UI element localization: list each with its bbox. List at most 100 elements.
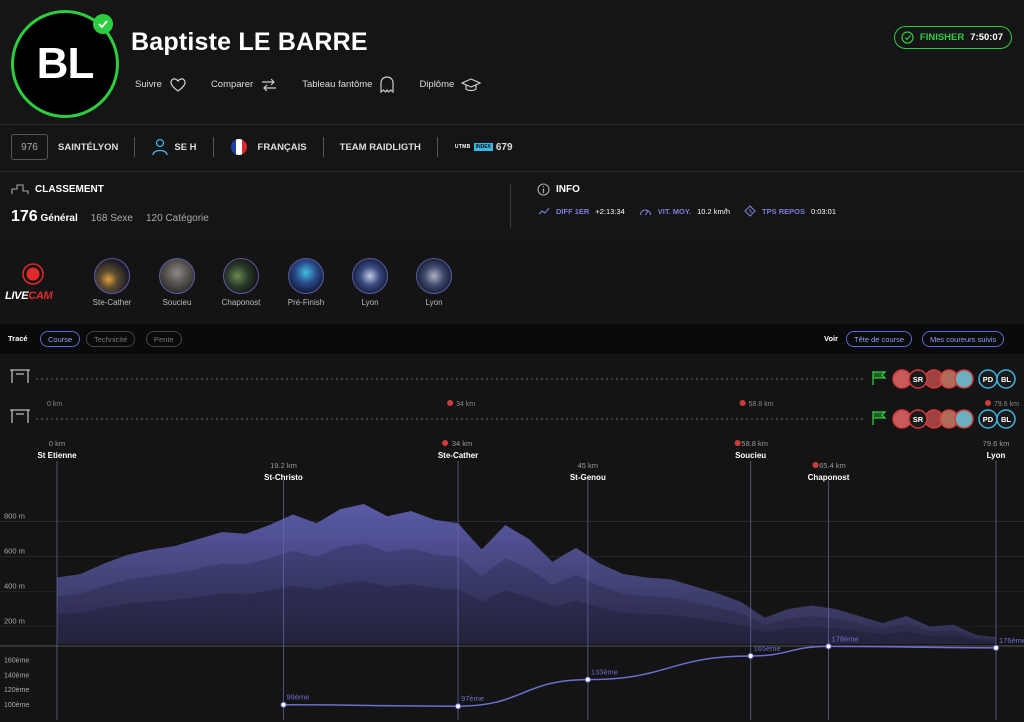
- track-km-label: 0 km: [47, 401, 62, 408]
- waypoint-name: St-Christo: [264, 473, 303, 482]
- diploma-label: Diplôme: [419, 79, 455, 90]
- camera-image: [159, 258, 195, 294]
- diploma-button[interactable]: Diplôme: [419, 77, 482, 93]
- runner-card: BL Baptiste LE BARRE Suivre Comparer Tab…: [0, 0, 1024, 244]
- compare-label: Comparer: [210, 79, 254, 90]
- separator: [436, 137, 438, 157]
- cam-thumb[interactable]: Lyon: [347, 258, 393, 307]
- classement-title: CLASSEMENT: [11, 183, 104, 195]
- bib-number: 976: [11, 134, 48, 160]
- check-circle-icon: [901, 31, 914, 44]
- rank-label: 99ème: [286, 693, 309, 702]
- avatar: BL: [11, 10, 119, 118]
- france-flag-icon: [230, 139, 247, 155]
- waypoint-km: 19.2 km: [270, 461, 297, 470]
- course-profile: 0 km 34 km 58.8 km 79.6 km SR PD BL SR PD BL 0 k…: [0, 369, 1024, 720]
- rank-chart: 160ème 140ème 120ème 100ème 99ème 97ème 133ème…: [4, 634, 1024, 710]
- runner-badge-label: BL: [1001, 415, 1011, 424]
- elevation-tick: 400 m: [4, 582, 25, 591]
- tab-pente[interactable]: Pente: [146, 331, 182, 347]
- runner-badge-label: SR: [913, 375, 924, 384]
- waypoint-km: 34 km: [452, 439, 472, 448]
- camera-image: [223, 258, 259, 294]
- rank-point: [747, 653, 754, 659]
- elevation-tick: 600 m: [4, 547, 25, 556]
- trace-toolbar: Tracé Course Technicité Pente Voir Tête …: [0, 324, 1024, 354]
- leader-button[interactable]: Tête de course: [846, 331, 913, 347]
- rank-tick: 140ème: [4, 672, 29, 679]
- livecam-logo[interactable]: LIVECAM: [5, 263, 65, 316]
- track-km-label: 34 km: [456, 401, 475, 408]
- separator: [322, 137, 324, 157]
- rank-label: 97ème: [461, 694, 484, 703]
- ghost-icon: [380, 76, 395, 93]
- info-icon: [537, 183, 550, 196]
- diff-value: +2:13:34: [595, 206, 625, 216]
- waypoint-name: St Etienne: [37, 451, 77, 460]
- start-gate-icon: [10, 369, 30, 383]
- checkpoint-dot: [442, 440, 449, 446]
- camera-image: [352, 258, 388, 294]
- rank-categorie: 120 Catégorie: [146, 213, 209, 224]
- utmb-index-label: INDEX: [473, 143, 493, 151]
- camera-image: [288, 258, 324, 294]
- nationality: FRANÇAIS: [257, 141, 307, 153]
- checkpoint-dot: [447, 400, 454, 406]
- waypoint-name: Chaponost: [808, 473, 850, 482]
- track-km-label: 58.8 km: [749, 401, 774, 408]
- rank-point: [825, 643, 832, 650]
- info-label: INFO: [556, 184, 580, 195]
- runner-badge: [996, 409, 1016, 429]
- finisher-label: FINISHER: [919, 32, 965, 43]
- runner-badge-label: BL: [1001, 375, 1011, 384]
- waypoint-km: 65.4 km: [819, 461, 846, 470]
- elevation-areas: [0, 504, 1024, 644]
- diff-label: DIFF 1ER: [556, 206, 590, 216]
- follow-button[interactable]: Suivre: [135, 77, 187, 93]
- speed-value: 10.2 km/h: [697, 206, 731, 216]
- checkpoint-dot: [734, 440, 741, 446]
- position-track-top: [10, 369, 887, 385]
- runner-avatar: [954, 369, 974, 389]
- cam-thumb[interactable]: Ste-Cather: [89, 258, 135, 307]
- graduation-cap-icon: [461, 77, 482, 91]
- rank-label: 133ème: [591, 668, 618, 677]
- divider: [0, 171, 1024, 172]
- compare-button[interactable]: Comparer: [211, 77, 278, 93]
- ghost-table-label: Tableau fantôme: [302, 79, 373, 90]
- rest-label: TPS REPOS: [762, 206, 805, 216]
- team-name: TEAM RAIDLIGTH: [339, 141, 421, 153]
- elevation-tick: 800 m: [4, 512, 25, 521]
- waypoint-km: 58.8 km: [741, 439, 768, 448]
- tab-course[interactable]: Course: [40, 331, 81, 347]
- tab-technicite[interactable]: Technicité: [86, 331, 136, 347]
- waypoint-labels: 0 km St Etienne 19.2 km St-Christo 34 km Ste-…: [25, 439, 1012, 482]
- runner-badge: [908, 409, 928, 429]
- cam-thumb[interactable]: Soucieu: [154, 258, 200, 307]
- rank-label: 165ème: [754, 644, 781, 653]
- runner-badge: [908, 369, 928, 389]
- ranking: 176 Général 168 Sexe 120 Catégorie: [11, 208, 209, 226]
- finish-time: 7:50:07: [970, 32, 1003, 43]
- cam-thumb[interactable]: Chaponost: [218, 258, 264, 307]
- speed-label: VIT. MOY.: [657, 206, 692, 216]
- rank-point: [455, 703, 462, 710]
- rank-point: [993, 644, 999, 651]
- waypoint-km: 45 km: [578, 461, 598, 470]
- followed-runners-button[interactable]: Mes coureurs suivis: [922, 331, 1005, 347]
- cam-thumb[interactable]: Lyon: [411, 258, 457, 307]
- divider: [0, 124, 1024, 125]
- runner-badge-label: PD: [983, 375, 994, 384]
- ghost-table-button[interactable]: Tableau fantôme: [302, 76, 395, 93]
- rank-tick: 100ème: [4, 702, 29, 709]
- cam-thumb[interactable]: Pré-Finish: [283, 258, 329, 307]
- checkpoint-dot: [985, 400, 991, 406]
- waypoint-label-bg: [727, 449, 775, 461]
- runner-badge-label: PD: [983, 415, 994, 424]
- finish-flag-icon: [872, 411, 887, 425]
- rank-tick: 120ème: [4, 687, 29, 694]
- rank-line: [283, 645, 997, 707]
- rest-timer-icon: [744, 205, 756, 217]
- heart-icon: [170, 77, 186, 92]
- livecam-strip: Ste-Cather Soucieu Chaponost Pré-Finish …: [0, 258, 1024, 314]
